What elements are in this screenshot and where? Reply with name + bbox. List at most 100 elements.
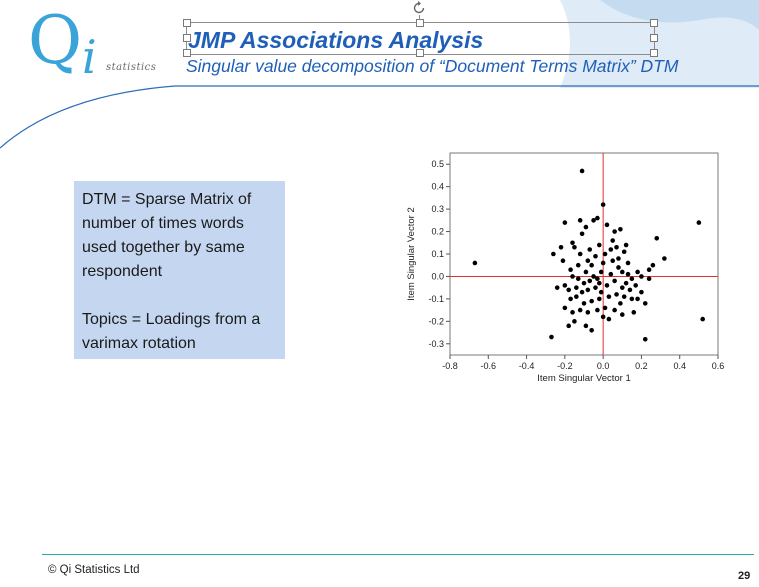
data-point	[574, 294, 579, 299]
data-point	[602, 305, 608, 311]
data-point	[597, 296, 602, 302]
data-point	[568, 267, 573, 273]
resize-handle-bottom-left[interactable]	[183, 49, 191, 57]
data-point	[566, 287, 571, 293]
resize-handle-middle-left[interactable]	[183, 34, 191, 42]
data-point	[602, 251, 608, 257]
logo-statistics-text: statistics	[106, 62, 157, 73]
data-point	[558, 244, 564, 250]
data-point	[600, 260, 606, 266]
data-point	[604, 283, 610, 288]
data-point	[618, 301, 623, 306]
data-point	[595, 276, 600, 281]
data-point	[568, 296, 573, 302]
data-point	[619, 269, 625, 275]
page-number: 29	[738, 570, 751, 582]
data-point	[639, 274, 644, 279]
data-point	[562, 305, 568, 311]
data-point	[606, 316, 612, 322]
y-tick-label: 0.2	[431, 227, 444, 237]
data-point	[589, 298, 594, 304]
y-tick-label: 0.0	[431, 271, 444, 281]
data-point	[589, 328, 594, 333]
data-point	[619, 312, 625, 317]
y-tick-label: -0.3	[428, 339, 444, 349]
rotate-handle-stem	[419, 15, 420, 20]
data-point	[700, 316, 705, 322]
resize-handle-top-right[interactable]	[650, 19, 658, 27]
data-point	[577, 218, 583, 223]
data-point	[597, 280, 602, 286]
data-point	[646, 276, 652, 281]
data-point	[551, 251, 556, 257]
x-tick-label: -0.2	[557, 361, 573, 371]
data-point	[591, 274, 596, 279]
data-point	[595, 307, 600, 313]
data-point	[598, 269, 604, 275]
x-tick-label: 0.2	[635, 361, 648, 371]
data-point	[566, 323, 571, 329]
data-point	[579, 289, 585, 295]
data-point	[629, 276, 635, 281]
data-point	[572, 244, 577, 250]
data-point	[549, 334, 554, 340]
x-axis-label: Item Singular Vector 1	[537, 373, 630, 384]
data-point	[574, 285, 579, 290]
y-tick-label: 0.3	[431, 204, 444, 214]
slide-subtitle[interactable]: Singular value decomposition of “Documen…	[186, 56, 679, 76]
data-point	[589, 262, 594, 268]
data-point	[610, 238, 616, 243]
data-point	[642, 301, 648, 306]
data-point	[583, 323, 589, 329]
data-point	[625, 271, 631, 277]
data-point	[619, 285, 625, 290]
data-point	[595, 215, 600, 221]
data-point	[575, 262, 581, 268]
resize-handle-top-left[interactable]	[183, 19, 191, 27]
y-axis-label: Item Singular Vector 2	[406, 207, 417, 300]
resize-handle-middle-right[interactable]	[650, 34, 658, 42]
resize-handle-bottom-right[interactable]	[650, 49, 658, 57]
x-tick-label: -0.4	[519, 361, 535, 371]
data-point	[593, 253, 598, 259]
data-point	[633, 283, 638, 288]
data-point	[604, 222, 610, 228]
data-point	[646, 267, 652, 273]
data-point	[587, 247, 593, 252]
data-point	[597, 242, 602, 248]
data-point	[642, 336, 648, 342]
data-point	[554, 285, 560, 290]
y-tick-label: -0.2	[428, 316, 444, 326]
data-point	[623, 242, 629, 248]
data-point	[585, 287, 591, 293]
data-point	[627, 287, 633, 293]
rotate-handle-icon[interactable]	[411, 0, 427, 16]
data-point	[562, 283, 568, 288]
data-point	[608, 271, 614, 277]
info-text-topics: Topics = Loadings from a varimax rotatio…	[82, 311, 261, 352]
data-point	[587, 278, 593, 284]
data-point	[562, 220, 568, 225]
data-point	[608, 247, 614, 252]
x-tick-label: -0.8	[442, 361, 458, 371]
data-point	[598, 289, 604, 295]
data-point	[662, 256, 667, 261]
plot-frame	[449, 152, 719, 356]
resize-handle-bottom-middle[interactable]	[416, 49, 424, 57]
data-point	[610, 258, 616, 264]
data-point	[631, 310, 637, 315]
resize-handle-top-middle[interactable]	[416, 19, 424, 27]
info-textbox[interactable]: DTM = Sparse Matrix of number of times w…	[74, 181, 285, 359]
footer-divider	[42, 554, 754, 555]
slide-title[interactable]: JMP Associations Analysis	[188, 27, 484, 53]
data-point	[635, 269, 640, 275]
data-point	[616, 256, 621, 261]
data-point	[606, 294, 612, 299]
data-point	[581, 280, 587, 286]
data-point	[629, 296, 635, 302]
y-tick-label: -0.1	[428, 294, 444, 304]
y-tick-label: 0.4	[431, 182, 444, 192]
data-point	[583, 269, 589, 275]
data-point	[572, 319, 577, 324]
header-wave-swirl	[600, 0, 759, 30]
